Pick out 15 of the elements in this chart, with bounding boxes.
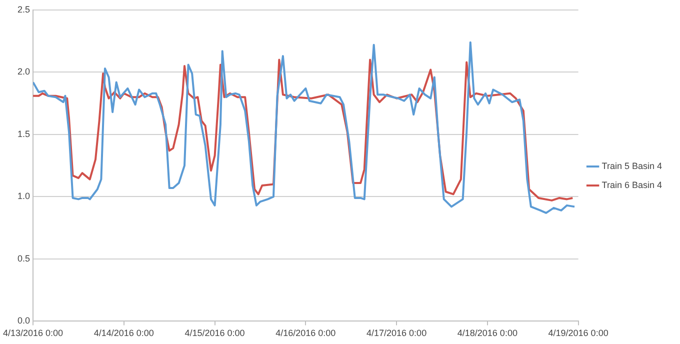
y-tick-label: 2.5 — [18, 4, 30, 14]
y-tick-label: 1.5 — [18, 128, 30, 139]
x-tick-label: 4/14/2016 0:00 — [94, 328, 154, 338]
x-tick-label: 4/15/2016 0:00 — [184, 328, 245, 338]
x-tick-label: 4/18/2016 0:00 — [457, 328, 518, 338]
x-tick-label: 4/17/2016 0:00 — [366, 328, 427, 338]
legend-label: Train 5 Basin 4 — [602, 160, 662, 171]
y-tick-label: 1.0 — [18, 191, 30, 202]
y-tick-label: 0.0 — [18, 316, 30, 326]
legend-label: Train 6 Basin 4 — [602, 180, 662, 190]
y-tick-label: 2.0 — [18, 66, 30, 77]
x-tick-label: 4/16/2016 0:00 — [276, 328, 336, 338]
x-tick-label: 4/19/2016 0:00 — [548, 328, 608, 338]
y-tick-label: 0.5 — [18, 253, 30, 264]
x-tick-label: 4/13/2016 0:00 — [2, 328, 64, 338]
